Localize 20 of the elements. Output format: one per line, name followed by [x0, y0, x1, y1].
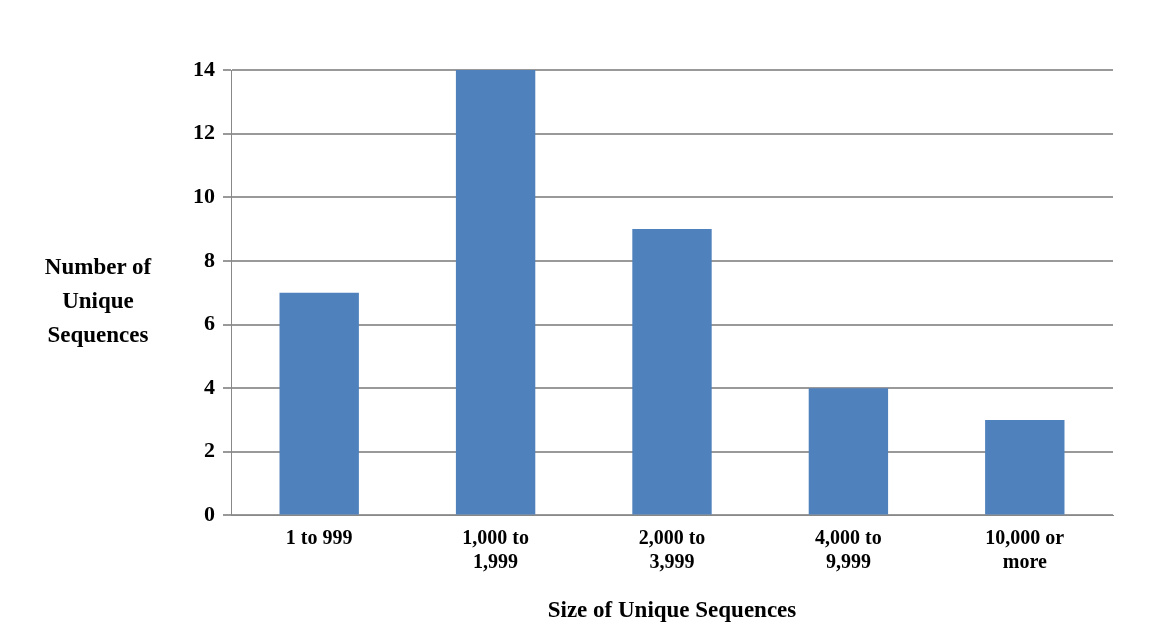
y-tick-label: 8 [204, 246, 215, 272]
x-tick-label: 2,000 to 3,999 [638, 525, 706, 572]
bar [985, 419, 1065, 515]
x-tick-label: 10,000 or more [985, 525, 1065, 572]
x-tick-label: 1 to 999 [285, 525, 353, 548]
y-tick-label: 12 [193, 119, 215, 145]
y-tick-label: 0 [204, 501, 215, 527]
y-tick-label: 14 [193, 55, 215, 81]
y-tick-label: 6 [204, 310, 215, 336]
y-axis-title: Number of Unique Sequences [43, 253, 153, 349]
bar [808, 388, 889, 515]
x-axis-title: Size of Unique Sequences [547, 597, 797, 623]
y-tick-label: 10 [193, 182, 215, 208]
y-tick-label: 2 [204, 437, 215, 463]
bar [279, 292, 359, 515]
bar [632, 229, 712, 515]
x-tick-label: 1,000 to 1,999 [462, 525, 529, 572]
bar [455, 70, 536, 515]
y-tick-label: 4 [204, 373, 215, 399]
x-tick-label: 4,000 to 9,999 [815, 525, 882, 572]
